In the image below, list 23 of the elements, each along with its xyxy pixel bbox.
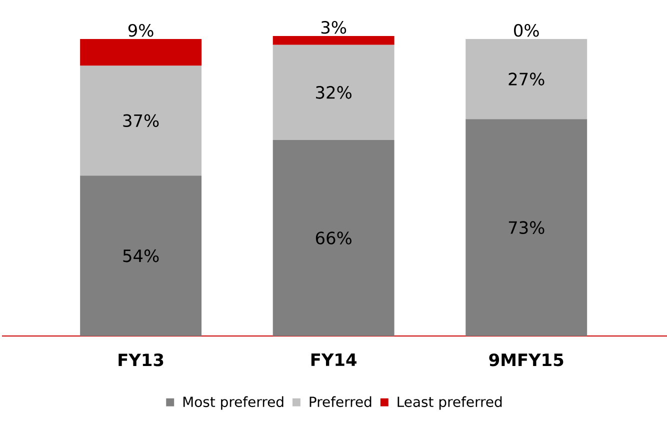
legend-label: Preferred [310,396,372,408]
x-tick-label: FY13 [118,353,164,366]
data-label: 66% [316,232,352,244]
legend-label: Most preferred [183,396,284,410]
data-label: 37% [123,114,159,128]
bar [272,140,394,336]
data-label: 9% [128,24,154,37]
data-label: 0% [514,24,539,37]
bar [80,38,202,66]
x-tick-label: 9MFY15 [489,353,564,366]
data-label: 3% [321,20,346,34]
bar [466,119,588,336]
data-label: 54% [123,249,159,262]
data-label: 73% [508,221,544,234]
bar [272,44,394,140]
bar [466,38,588,120]
bar [80,176,202,336]
data-label: 27% [508,72,544,86]
data-label: 32% [316,86,352,99]
legend-label: Least preferred [398,396,502,410]
bar [80,66,202,176]
bar [272,36,394,45]
x-tick-label: FY14 [311,353,356,366]
